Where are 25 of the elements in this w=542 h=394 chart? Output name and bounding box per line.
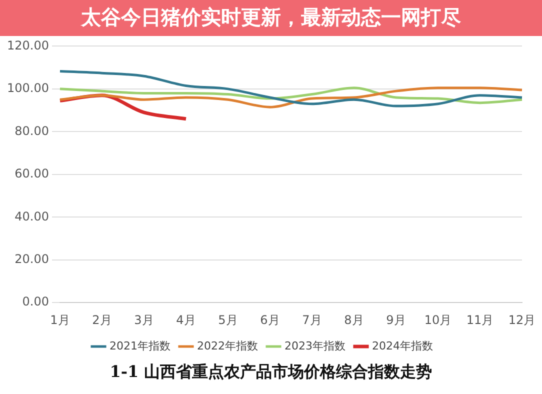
y-tick-label: 20.00 <box>14 252 49 266</box>
y-tick-label: 80.00 <box>14 124 49 138</box>
text: 1-1 山西省重点农产品市场价格综合指数走势 <box>108 362 434 383</box>
x-tick-label: 1月 <box>50 312 70 327</box>
x-tick-label: 2月 <box>92 312 112 327</box>
y-tick-label: 40.00 <box>14 209 49 224</box>
x-tick-label: 7月 <box>302 312 322 327</box>
legend-label: 2022年指数 <box>197 339 258 352</box>
y-tick-label: 0.00 <box>22 294 49 309</box>
x-tick-label: 12月 <box>508 312 536 327</box>
x-tick-label: 8月 <box>344 312 364 327</box>
legend-label: 2023年指数 <box>284 339 346 352</box>
chart-title: 太谷今日猪价实时更新，最新动态一网打尽 <box>0 0 542 36</box>
y-tick-label: 100.00 <box>6 81 49 96</box>
x-tick-label: 3月 <box>134 312 154 327</box>
x-tick-label: 5月 <box>218 312 238 327</box>
legend-label: 2024年指数 <box>372 339 433 352</box>
x-tick-label: 10月 <box>424 312 452 327</box>
x-tick-label: 6月 <box>260 312 280 327</box>
y-tick-label: 60.00 <box>14 166 49 181</box>
x-tick-label: 9月 <box>386 312 406 327</box>
x-tick-label: 11月 <box>466 312 494 327</box>
y-tick-label: 120.00 <box>6 38 49 52</box>
legend-label: 2021年指数 <box>110 339 171 352</box>
x-tick-label: 4月 <box>176 312 196 327</box>
